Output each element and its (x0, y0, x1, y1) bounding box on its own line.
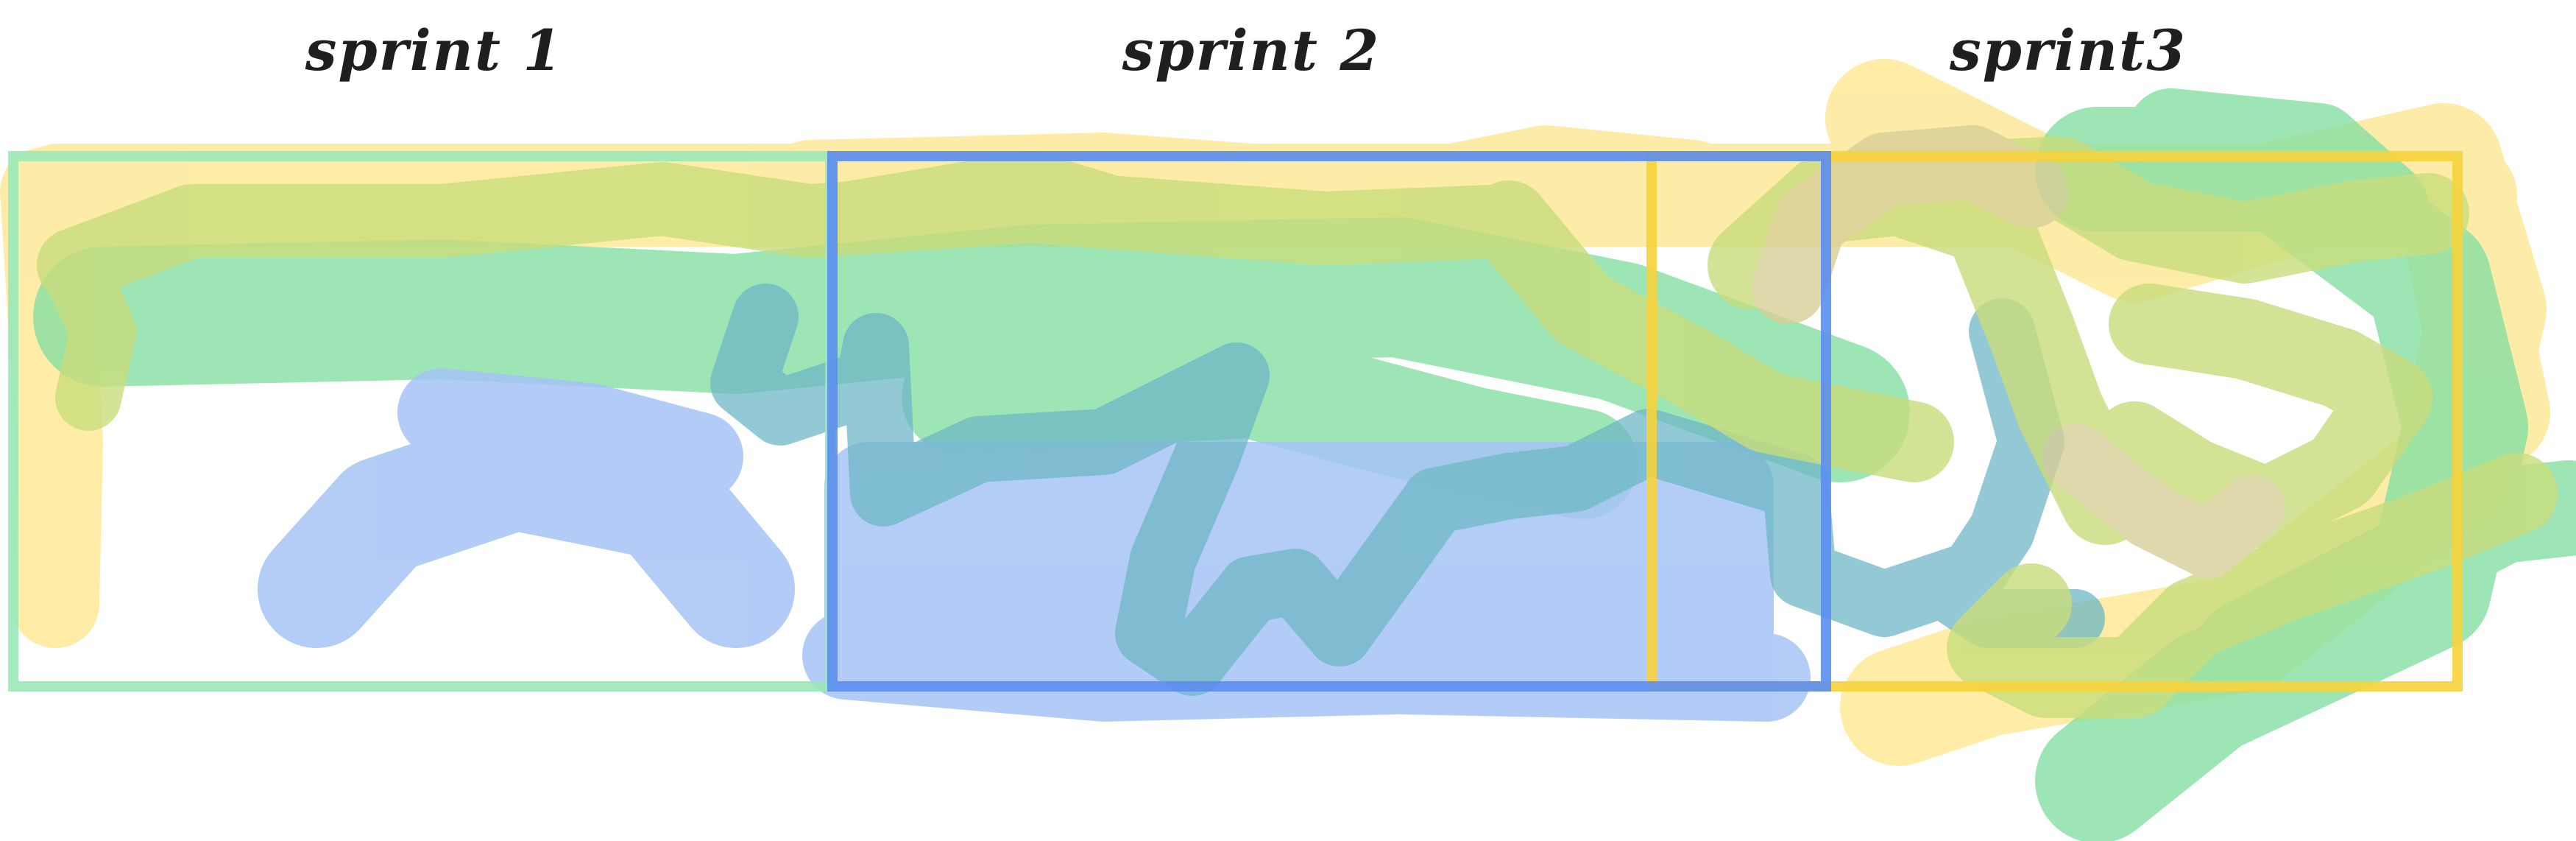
sprint-1-label: sprint 1 (305, 18, 564, 83)
blue-scribble-sprint1-upper (442, 412, 699, 457)
olive-scribble-top-sprint2 (810, 184, 1104, 221)
sprint-2-label: sprint 2 (1122, 18, 1381, 83)
olive-scribble-left-tail (74, 265, 103, 398)
sprint-3-label: sprint3 (1949, 18, 2187, 83)
blue-scribble-sprint2-bottom (846, 655, 1766, 678)
